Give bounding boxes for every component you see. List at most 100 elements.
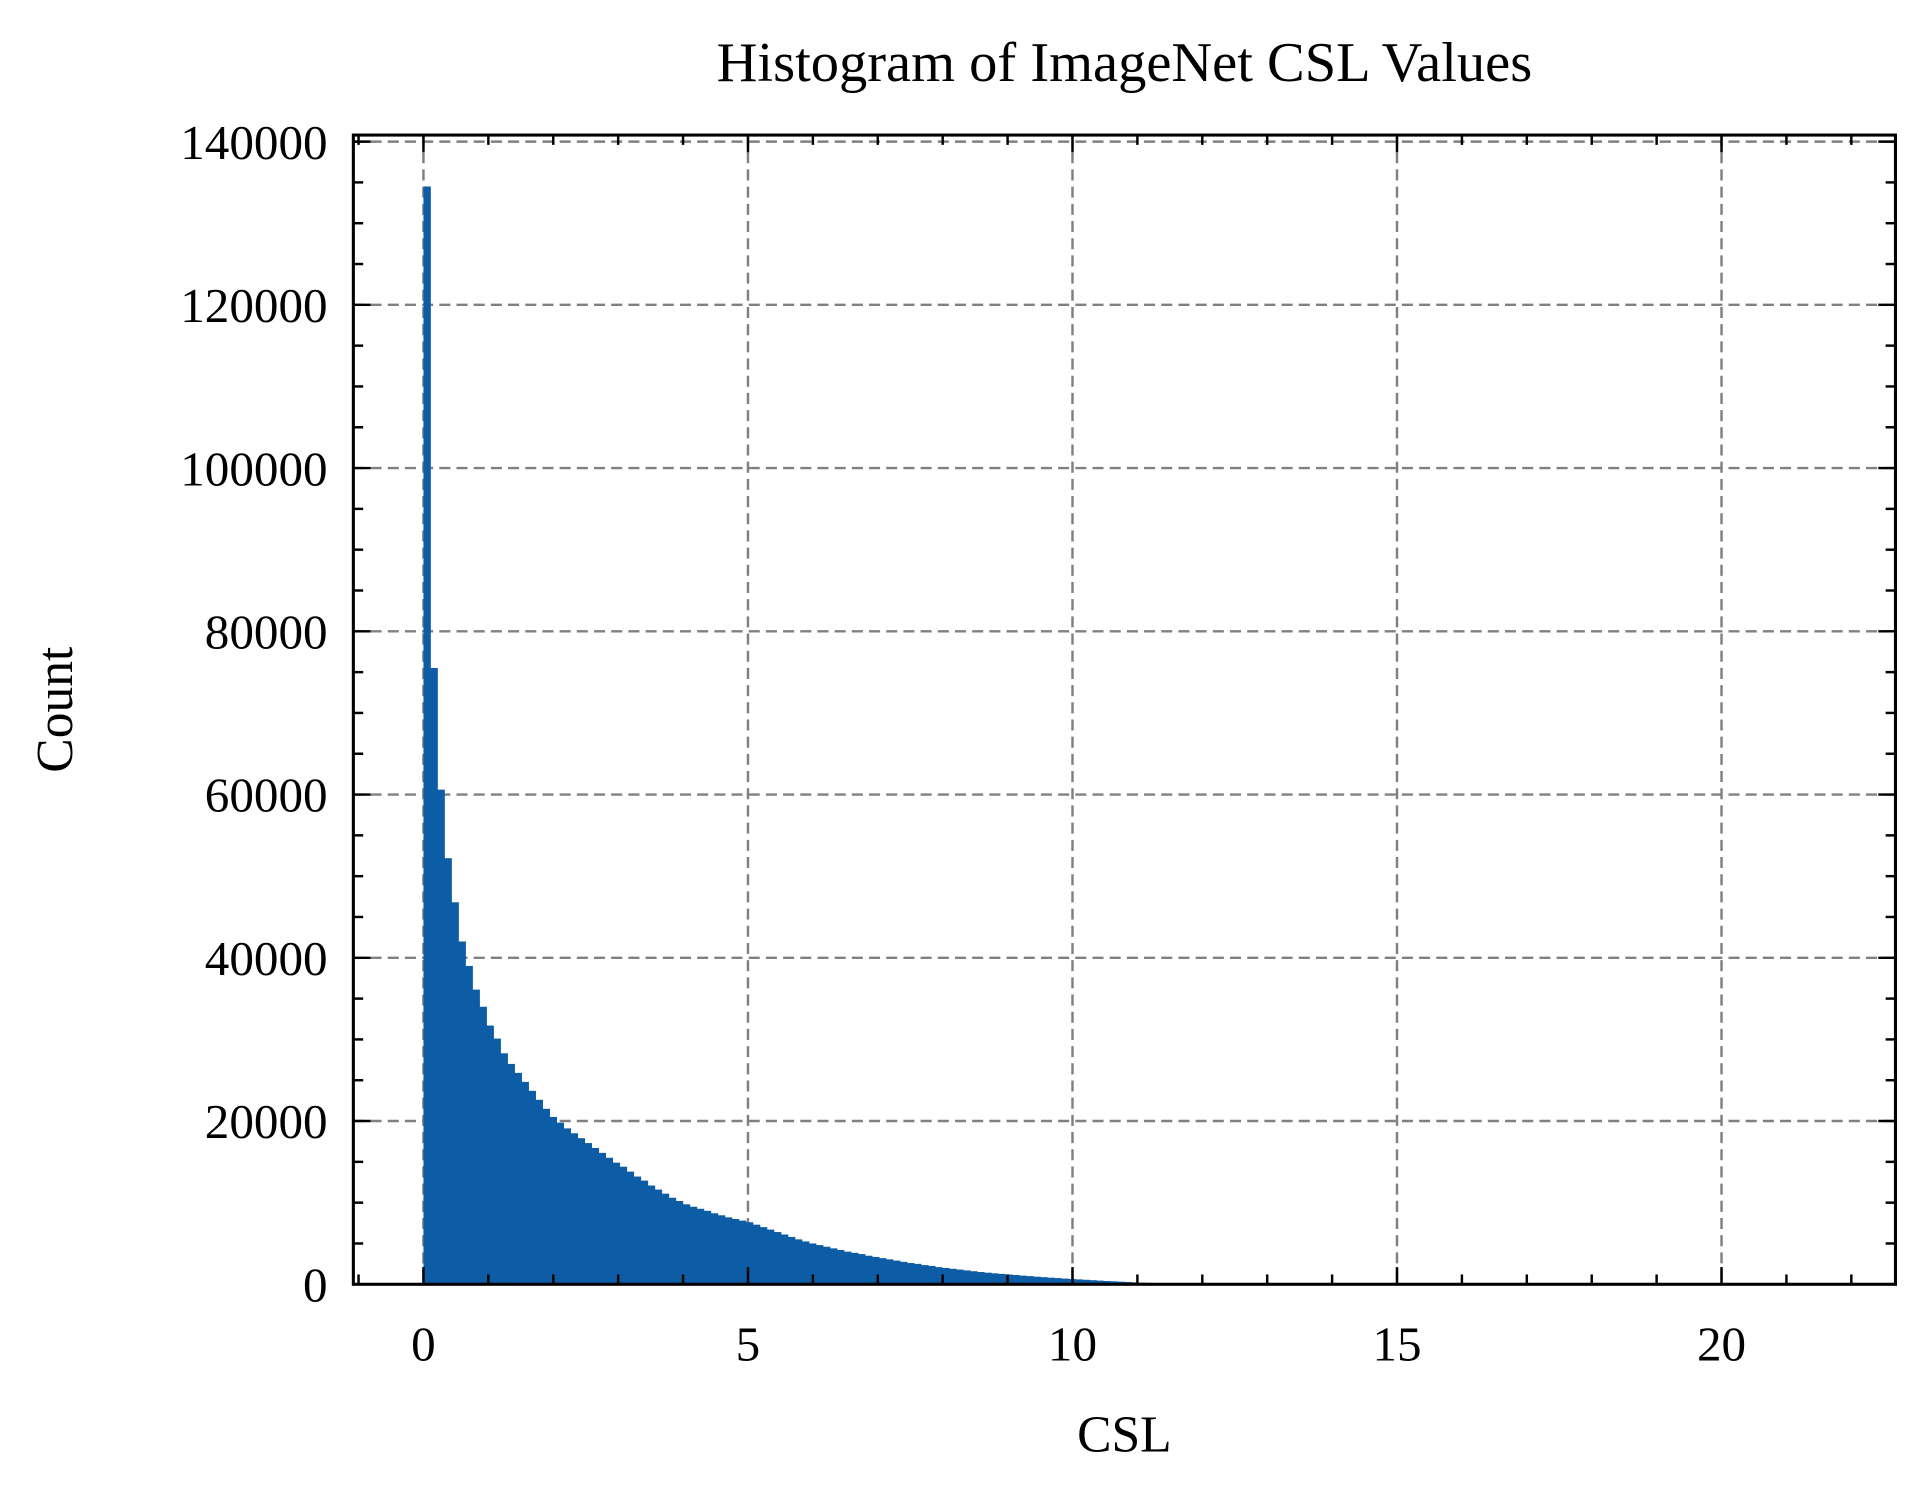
histogram-bar <box>865 1255 873 1285</box>
histogram-bar <box>521 1081 529 1285</box>
histogram-bar <box>458 941 466 1285</box>
histogram-bar <box>696 1208 705 1285</box>
histogram-bar <box>556 1122 565 1285</box>
y-tick-label: 100000 <box>180 441 327 496</box>
histogram-bar <box>928 1265 936 1285</box>
histogram-bar <box>998 1273 1006 1285</box>
histogram-bar <box>1075 1279 1083 1285</box>
histogram-bar <box>851 1252 859 1285</box>
y-tick-label: 140000 <box>180 115 327 170</box>
histogram-bar <box>668 1197 677 1285</box>
histogram-bar <box>731 1218 740 1285</box>
histogram-bar <box>612 1162 621 1285</box>
histogram-bar <box>1005 1274 1013 1285</box>
histogram-bar <box>858 1254 866 1285</box>
histogram-bar <box>949 1268 957 1285</box>
histogram-bar <box>430 668 438 1285</box>
histogram-bar <box>738 1220 747 1285</box>
histogram-bar <box>886 1259 894 1285</box>
histogram-bar <box>591 1147 600 1285</box>
histogram-bar <box>563 1128 572 1285</box>
histogram-bar <box>942 1267 950 1285</box>
histogram-bar <box>500 1053 508 1285</box>
grid <box>353 135 1896 1286</box>
bars <box>423 186 1826 1285</box>
histogram-bar <box>654 1189 663 1285</box>
x-tick-label: 15 <box>1372 1316 1421 1371</box>
histogram-bar <box>472 989 480 1285</box>
histogram-bar <box>914 1263 922 1285</box>
histogram-bar <box>717 1215 726 1285</box>
histogram-bar <box>528 1090 536 1285</box>
histogram-bar <box>935 1267 943 1285</box>
histogram-bar <box>808 1243 817 1285</box>
histogram-bar <box>689 1206 698 1285</box>
histogram-bar <box>815 1245 824 1285</box>
histogram-bar <box>1012 1275 1020 1285</box>
histogram-bar <box>703 1210 712 1285</box>
histogram-bar <box>900 1261 908 1285</box>
histogram-bar <box>893 1260 901 1285</box>
histogram-bar <box>486 1025 494 1285</box>
histogram-bar <box>633 1176 642 1285</box>
histogram-bar <box>507 1063 515 1285</box>
histogram-bar <box>907 1263 915 1285</box>
histogram-bar <box>493 1038 501 1285</box>
histogram-bar <box>984 1272 992 1285</box>
histogram-bar <box>773 1232 782 1285</box>
y-tick-label: 120000 <box>180 278 327 333</box>
plot-frame <box>351 133 1898 1286</box>
x-tick-label: 20 <box>1697 1316 1746 1371</box>
histogram-bar <box>1082 1279 1090 1285</box>
histogram-bar <box>640 1180 649 1285</box>
histogram-bar <box>542 1108 550 1285</box>
histogram-bar <box>977 1272 985 1285</box>
y-tick-label: 40000 <box>205 931 328 986</box>
x-tick-label: 5 <box>736 1316 761 1371</box>
histogram-bar <box>1040 1277 1048 1285</box>
chart-title: Histogram of ImageNet CSL Values <box>717 32 1533 94</box>
histogram-bar <box>465 965 473 1285</box>
histogram-bar <box>780 1234 789 1285</box>
histogram-bar <box>837 1249 845 1285</box>
histogram-bar <box>1054 1278 1062 1285</box>
ticks <box>353 135 1896 1286</box>
y-tick-label: 80000 <box>205 604 328 659</box>
histogram-bar <box>682 1204 691 1285</box>
histogram-bar <box>970 1271 978 1285</box>
histogram-bar <box>752 1224 761 1285</box>
histogram-bar <box>451 902 459 1285</box>
histogram-bar <box>844 1251 852 1285</box>
histogram-bar <box>822 1246 831 1285</box>
histogram-bar <box>549 1116 558 1285</box>
y-tick-label: 0 <box>303 1257 328 1312</box>
y-tick-label: 20000 <box>205 1094 328 1149</box>
histogram-bar <box>710 1213 719 1285</box>
y-tick-label: 60000 <box>205 768 328 823</box>
histogram-bar <box>479 1006 487 1285</box>
histogram-bar <box>1033 1276 1041 1285</box>
histogram-bar <box>444 858 452 1285</box>
histogram-bar <box>570 1133 579 1285</box>
histogram-bar <box>1061 1278 1069 1285</box>
histogram-bar <box>921 1265 929 1285</box>
histogram-bar <box>619 1166 628 1285</box>
histogram-bar <box>1019 1275 1027 1285</box>
histogram-bar <box>1103 1281 1111 1285</box>
histogram-bar <box>745 1222 754 1285</box>
histogram-bar <box>1096 1280 1104 1285</box>
histogram-bar <box>879 1258 887 1285</box>
x-tick-label: 10 <box>1048 1316 1097 1371</box>
histogram-bar <box>759 1227 768 1285</box>
histogram-bar <box>647 1185 656 1285</box>
histogram-bar <box>1047 1277 1055 1285</box>
histogram-bar <box>1089 1280 1097 1285</box>
x-tick-label: 0 <box>411 1316 436 1371</box>
histogram-bar <box>787 1236 796 1285</box>
histogram-bar <box>626 1171 635 1285</box>
histogram-bar <box>514 1072 522 1285</box>
histogram-bar <box>605 1157 614 1285</box>
histogram-bar <box>423 186 431 1285</box>
histogram-bar <box>991 1273 999 1285</box>
